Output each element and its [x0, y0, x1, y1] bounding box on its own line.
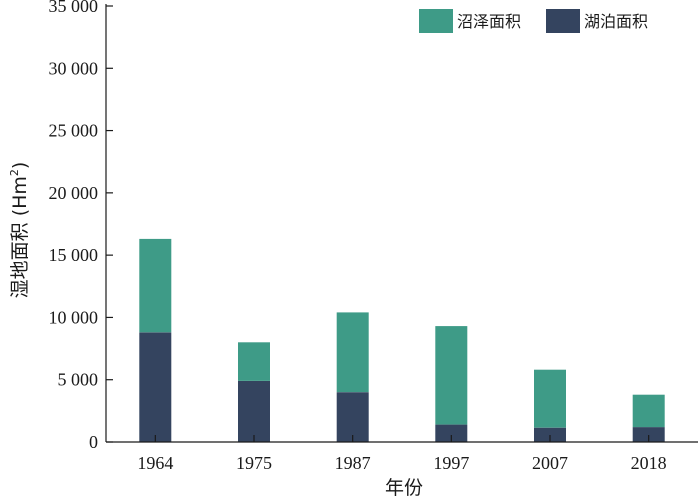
bar-2007-series-1 — [534, 369, 566, 428]
x-tick-label-1975: 1975 — [236, 453, 272, 473]
legend-label-1: 沼泽面积 — [457, 12, 521, 31]
y-axis: 0 5 000 10 000 15 000 20 000 25 000 30 000 35 0… — [49, 0, 113, 452]
legend-label-0: 湖泊面积 — [584, 12, 648, 31]
bar-1964-series-0 — [139, 332, 172, 442]
bar-1997-series-0 — [435, 424, 468, 442]
y-tick-label-20000: 20 000 — [49, 183, 99, 203]
x-axis: 1964 1975 1987 1997 2007 2018 — [106, 435, 698, 473]
y-axis-title-superscript: 2 — [8, 169, 21, 176]
y-tick-label-15000: 15 000 — [49, 245, 99, 265]
bar-2007-series-0 — [534, 427, 566, 442]
bar-1975-series-0 — [238, 381, 270, 442]
bars-group — [139, 238, 665, 442]
y-axis-title-main: 湿地面积 (Hm — [9, 176, 31, 298]
legend-swatch-0 — [546, 9, 580, 33]
x-tick-label-1997: 1997 — [433, 453, 469, 473]
x-tick-label-1964: 1964 — [137, 453, 173, 473]
y-axis-title: 湿地面积 (Hm2) — [8, 162, 31, 299]
bar-1975-series-1 — [238, 342, 270, 381]
bar-1987-series-0 — [336, 392, 369, 442]
y-tick-label-30000: 30 000 — [49, 58, 99, 78]
x-tick-label-2007: 2007 — [532, 453, 568, 473]
bar-2018-series-1 — [632, 394, 665, 428]
bar-2018-series-0 — [632, 427, 665, 442]
legend: 沼泽面积 湖泊面积 — [419, 9, 648, 33]
y-axis-title-close: ) — [9, 162, 31, 169]
y-tick-label-5000: 5 000 — [58, 370, 99, 390]
y-tick-label-25000: 25 000 — [49, 121, 99, 141]
y-tick-label-35000: 35 000 — [49, 0, 99, 16]
y-tick-label-0: 0 — [89, 432, 98, 452]
x-tick-label-1987: 1987 — [335, 453, 371, 473]
bar-1997-series-1 — [435, 326, 468, 425]
y-tick-label-10000: 10 000 — [49, 307, 99, 327]
bar-1964-series-1 — [139, 238, 172, 333]
x-axis-title: 年份 — [385, 477, 423, 499]
bar-1987-series-1 — [336, 312, 369, 393]
legend-swatch-1 — [419, 9, 453, 33]
x-tick-label-2018: 2018 — [631, 453, 667, 473]
